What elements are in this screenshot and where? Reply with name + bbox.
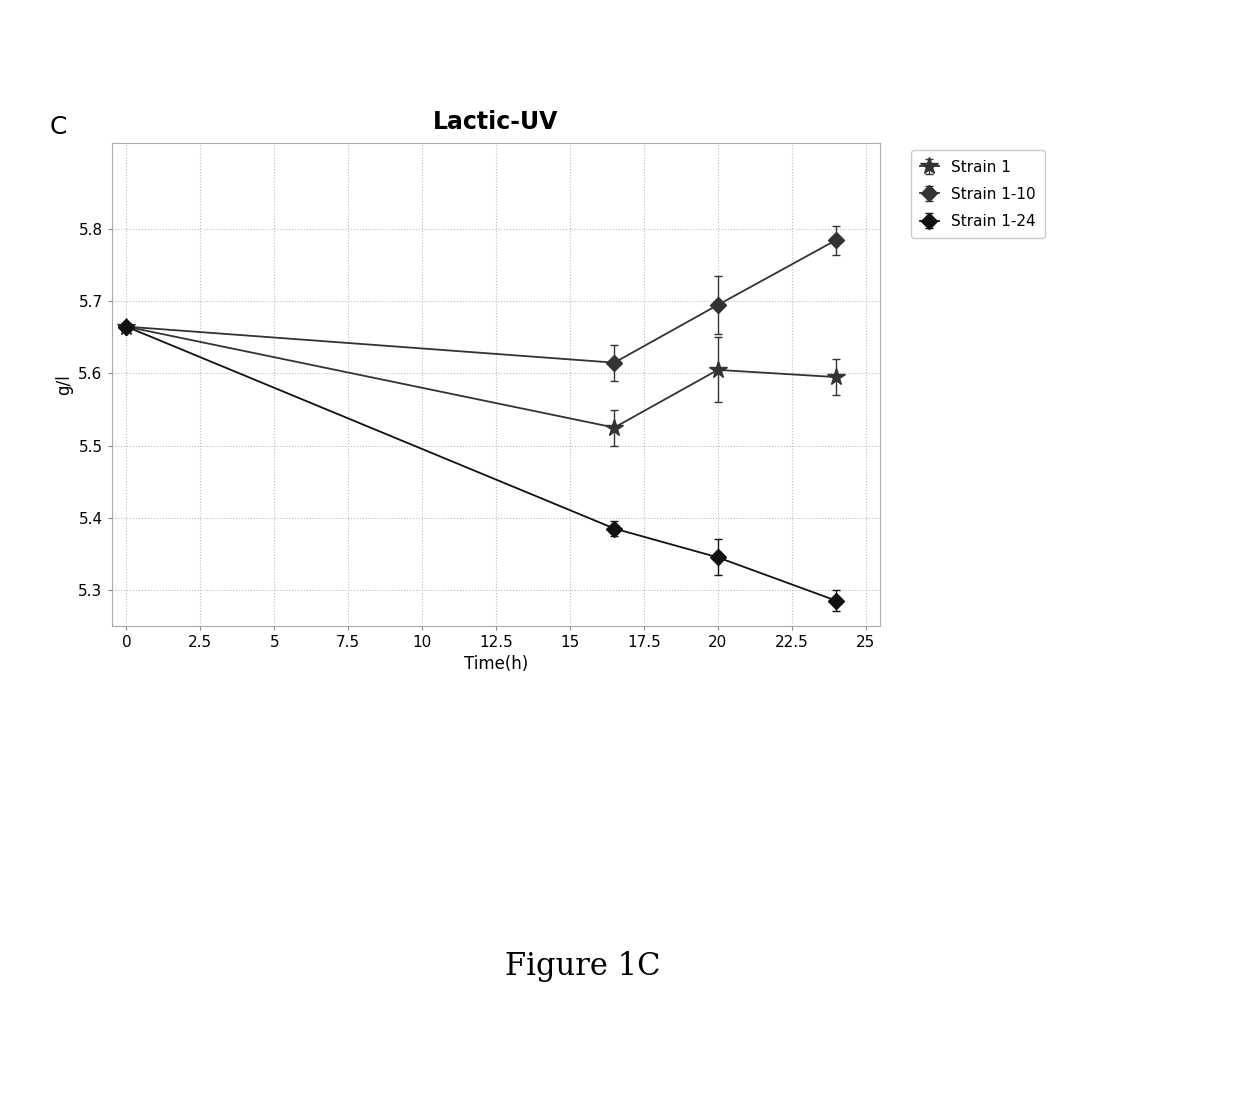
- Text: C: C: [50, 115, 67, 139]
- Legend: Strain 1, Strain 1-10, Strain 1-24: Strain 1, Strain 1-10, Strain 1-24: [911, 150, 1044, 238]
- Title: Lactic-UV: Lactic-UV: [433, 110, 559, 134]
- Text: Figure 1C: Figure 1C: [505, 951, 661, 982]
- Y-axis label: g/l: g/l: [55, 374, 73, 394]
- X-axis label: Time(h): Time(h): [464, 656, 528, 673]
